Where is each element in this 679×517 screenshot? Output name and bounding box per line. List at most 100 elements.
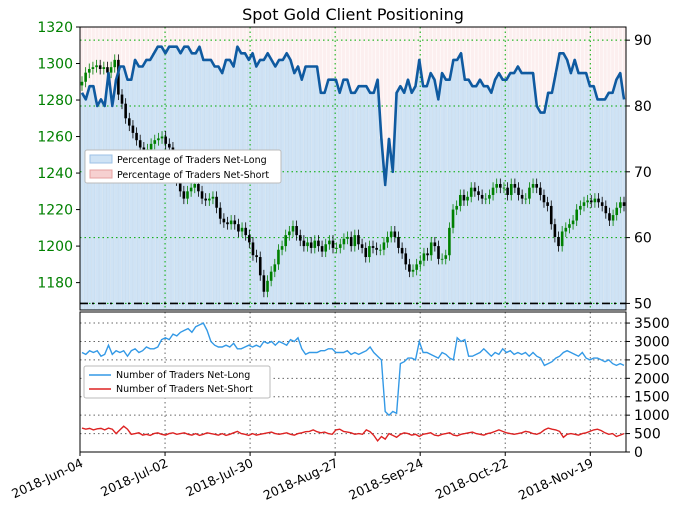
legend-label-net-short: Percentage of Traders Net-Short xyxy=(117,170,269,181)
net-long-bar xyxy=(542,112,547,311)
candle-body xyxy=(582,202,586,206)
candle-body xyxy=(193,184,197,188)
right-tick-label: 60 xyxy=(634,231,652,247)
net-short-bar xyxy=(197,27,202,47)
net-long-bar xyxy=(319,92,323,311)
net-long-bar xyxy=(326,79,331,311)
candle-body xyxy=(226,222,229,225)
net-long-bar xyxy=(315,66,319,311)
candle-body xyxy=(469,187,473,197)
net-short-bar xyxy=(448,27,452,80)
net-short-bar xyxy=(250,27,255,54)
net-short-bar xyxy=(599,27,603,100)
candle-body xyxy=(426,253,429,256)
net-short-bar xyxy=(140,27,145,67)
candle-body xyxy=(229,220,233,225)
left-tick-label: 1180 xyxy=(37,276,73,292)
net-short-bar xyxy=(209,27,213,60)
lower-right-tick-label: 3000 xyxy=(634,334,670,350)
x-tick-label: 2018-Nov-19 xyxy=(516,455,596,503)
candle-body xyxy=(433,242,437,247)
net-short-bar xyxy=(539,27,543,113)
candle-body xyxy=(266,280,269,292)
candle-body xyxy=(506,187,509,195)
net-short-bar xyxy=(205,27,209,60)
net-long-bar xyxy=(110,105,114,311)
net-short-bar xyxy=(463,27,467,80)
candle-body xyxy=(328,240,331,245)
candle-body xyxy=(517,187,520,195)
candle-body xyxy=(371,246,375,248)
candle-body xyxy=(451,209,455,228)
candle-body xyxy=(102,67,106,69)
net-long-bar xyxy=(391,171,395,311)
candle-body xyxy=(579,205,582,210)
net-long-bar xyxy=(618,72,623,311)
net-long-bar xyxy=(523,72,528,311)
candle-body xyxy=(248,235,251,243)
net-short-bar xyxy=(304,27,308,67)
net-short-bar xyxy=(186,27,190,47)
candle-body xyxy=(189,187,193,192)
net-long-bar xyxy=(95,105,99,311)
net-short-bar xyxy=(512,27,516,74)
candle-body xyxy=(244,227,247,236)
candle-body xyxy=(499,184,502,188)
candle-body xyxy=(484,198,488,200)
net-long-bar xyxy=(364,86,369,311)
candle-body xyxy=(488,194,491,199)
net-short-bar xyxy=(523,27,528,74)
candle-body xyxy=(342,238,346,245)
left-tick-label: 1240 xyxy=(37,166,73,182)
net-short-bar xyxy=(247,27,251,60)
candle-body xyxy=(571,220,575,225)
candle-body xyxy=(204,198,207,201)
x-tick-label: 2018-Jul-30 xyxy=(183,455,255,499)
net-short-bar xyxy=(383,27,387,185)
net-short-bar xyxy=(285,27,289,54)
net-short-bar xyxy=(338,27,342,93)
net-short-bar xyxy=(618,27,622,74)
net-long-bar xyxy=(607,92,611,311)
candle-body xyxy=(378,249,382,251)
net-long-bar xyxy=(603,99,607,311)
candle-body xyxy=(87,68,91,73)
net-short-bar xyxy=(379,27,384,139)
net-short-bar xyxy=(156,27,160,47)
net-short-bar xyxy=(281,27,285,60)
lower-legend-box xyxy=(83,365,271,399)
net-short-bar xyxy=(470,27,475,87)
left-tick-label: 1320 xyxy=(37,20,73,36)
net-short-bar xyxy=(129,27,133,80)
net-short-bar xyxy=(231,27,236,67)
candle-body xyxy=(393,231,397,237)
net-long-bar xyxy=(554,72,558,311)
candle-body xyxy=(258,257,262,276)
candle-body xyxy=(306,242,309,247)
candle-body xyxy=(277,249,280,265)
net-long-bar xyxy=(535,105,539,311)
net-short-bar xyxy=(262,27,266,60)
net-short-bar xyxy=(163,27,167,54)
candle-body xyxy=(233,220,237,225)
candle-body xyxy=(84,72,87,82)
net-long-bar xyxy=(436,99,441,311)
net-long-bar xyxy=(557,53,562,311)
candle-body xyxy=(553,224,557,237)
net-short-bar xyxy=(489,27,493,93)
net-short-bar xyxy=(482,27,486,87)
net-short-bar xyxy=(106,27,111,74)
candle-body xyxy=(524,198,528,200)
net-short-bar xyxy=(486,27,490,87)
net-long-bar xyxy=(432,79,437,311)
candle-body xyxy=(291,226,295,232)
net-short-bar xyxy=(387,27,391,139)
candle-body xyxy=(273,264,277,272)
candle-body xyxy=(164,136,167,144)
net-short-bar xyxy=(504,27,509,80)
net-short-bar xyxy=(391,27,395,172)
candle-body xyxy=(284,235,288,247)
net-short-bar xyxy=(493,27,497,80)
net-short-bar xyxy=(144,27,148,60)
